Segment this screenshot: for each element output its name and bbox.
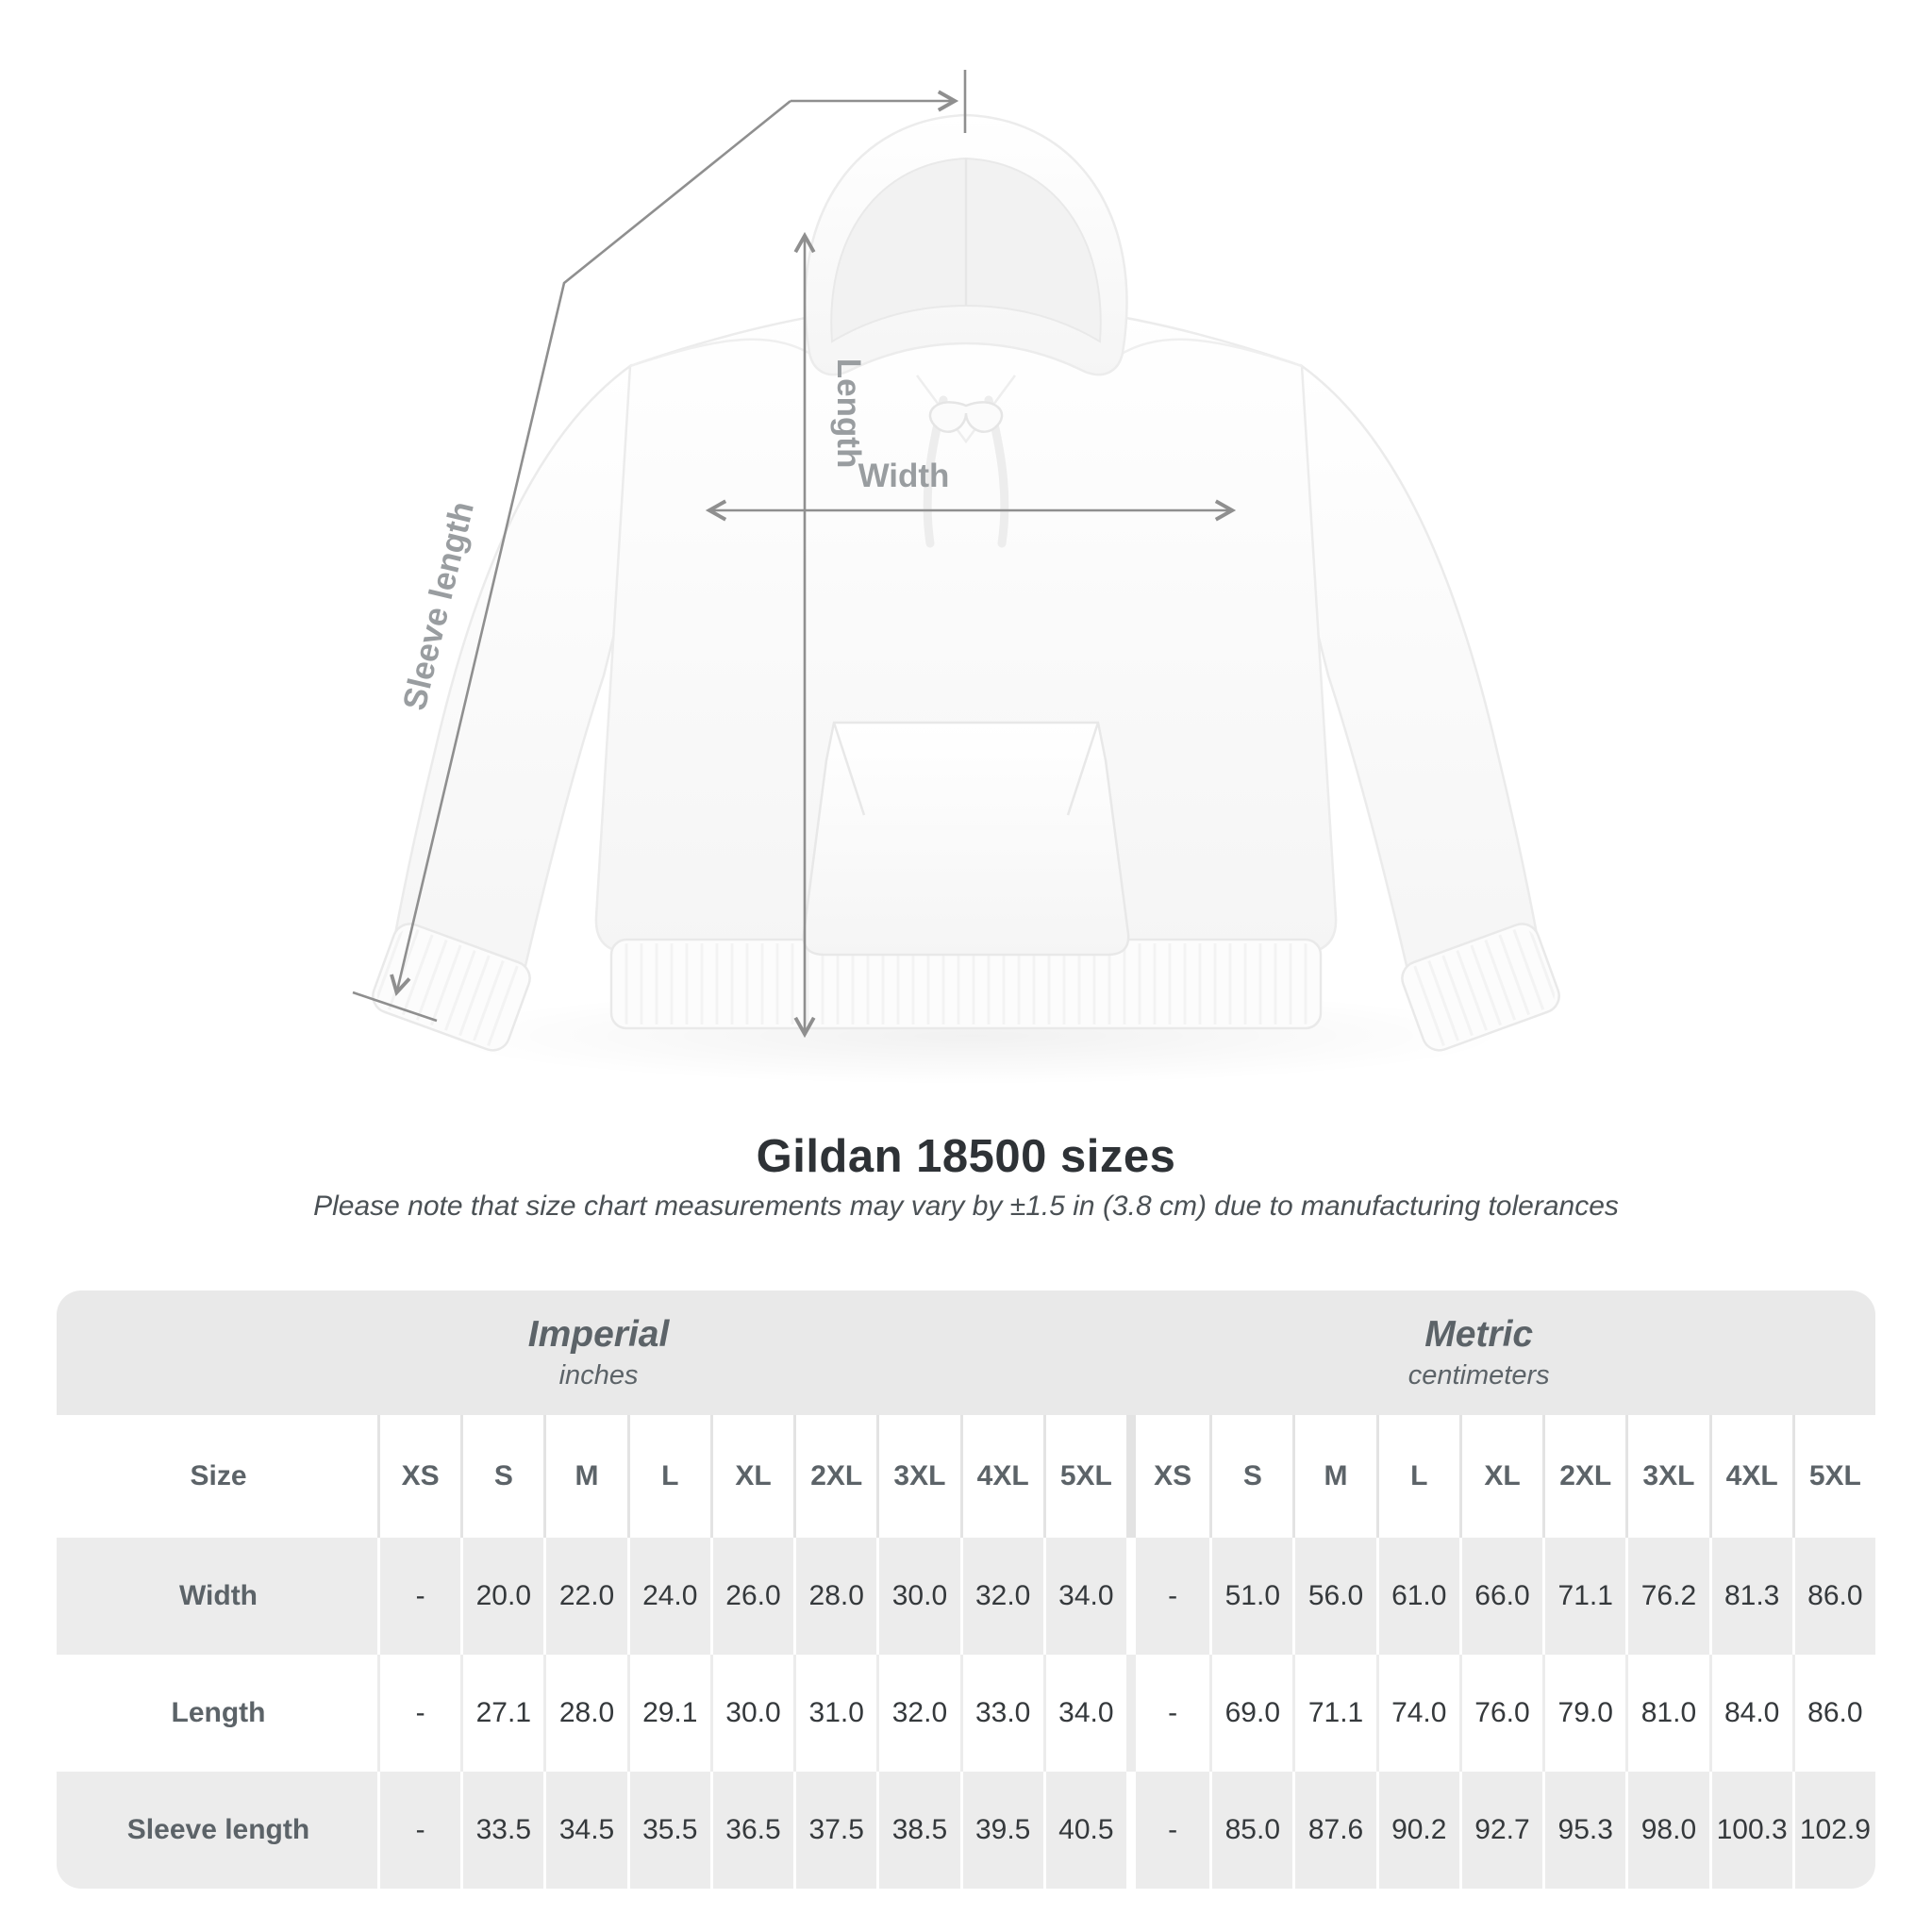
cell-metric: 76.2 [1625, 1538, 1708, 1655]
cell-imperial: 20.0 [460, 1538, 543, 1655]
imperial-group-header: Imperial inches [528, 1314, 670, 1391]
width-label: Width [858, 458, 950, 494]
page-title: Gildan 18500 sizes [756, 1131, 1176, 1182]
size-header-imperial-s: S [460, 1415, 543, 1538]
length-label: Length [830, 358, 867, 469]
cell-metric: 66.0 [1458, 1538, 1542, 1655]
cell-imperial: 30.0 [876, 1538, 959, 1655]
cell-metric: 86.0 [1791, 1655, 1875, 1772]
cell-metric: 79.0 [1542, 1655, 1625, 1772]
cell-imperial: 22.0 [543, 1538, 626, 1655]
cell-metric: 71.1 [1542, 1538, 1625, 1655]
cell-metric: 74.0 [1375, 1655, 1459, 1772]
cell-metric: 71.1 [1292, 1655, 1375, 1772]
size-header-imperial-2xl: 2XL [793, 1415, 876, 1538]
size-header-metric-5xl: 5XL [1791, 1415, 1875, 1538]
size-header-metric-3xl: 3XL [1625, 1415, 1708, 1538]
cell-imperial: 39.5 [959, 1772, 1043, 1889]
cell-imperial: 26.0 [709, 1538, 793, 1655]
metric-group-name: Metric [1424, 1314, 1534, 1356]
size-header-imperial-xl: XL [709, 1415, 793, 1538]
cell-imperial: 24.0 [626, 1538, 710, 1655]
cell-imperial: 37.5 [793, 1772, 876, 1889]
size-header-metric-4xl: 4XL [1708, 1415, 1792, 1538]
tolerance-note: Please note that size chart measurements… [313, 1191, 1619, 1222]
size-header-imperial-xs: XS [377, 1415, 460, 1538]
metric-group-header: Metric centimeters [1408, 1314, 1550, 1391]
cell-metric: 95.3 [1542, 1772, 1625, 1889]
row-label: Sleeve length [126, 1814, 310, 1845]
cell-imperial: - [377, 1772, 460, 1889]
row-label: Length [171, 1697, 266, 1728]
size-header-metric-xl: XL [1458, 1415, 1542, 1538]
cell-metric: 90.2 [1375, 1772, 1459, 1889]
size-header-metric-xs: XS [1125, 1415, 1209, 1538]
hoodie-size-diagram: Sleeve length Length Width [352, 70, 1560, 1085]
metric-group-unit: centimeters [1407, 1359, 1550, 1391]
size-header-imperial-m: M [543, 1415, 626, 1538]
row-label: Width [178, 1580, 258, 1611]
cell-imperial: 28.0 [793, 1538, 876, 1655]
size-header-metric-l: L [1375, 1415, 1459, 1538]
cell-metric: - [1125, 1655, 1209, 1772]
unit-header-band: Imperial inches Metric centimeters [57, 1291, 1875, 1415]
cell-imperial: 36.5 [709, 1772, 793, 1889]
cell-imperial: 27.1 [460, 1655, 543, 1772]
cell-metric: 86.0 [1791, 1538, 1875, 1655]
cell-imperial: 33.5 [460, 1772, 543, 1889]
cell-imperial: 38.5 [876, 1772, 959, 1889]
table-row-sleeve-length: Sleeve length -33.5 34.5 35.5 36.5 37.5 38.5 39… [57, 1772, 1875, 1889]
cell-imperial: 34.5 [543, 1772, 626, 1889]
cell-imperial: 33.0 [959, 1655, 1043, 1772]
cell-metric: 56.0 [1292, 1538, 1375, 1655]
cell-imperial: 40.5 [1042, 1772, 1126, 1889]
cell-metric: 92.7 [1458, 1772, 1542, 1889]
imperial-group-unit: inches [558, 1359, 639, 1391]
size-header-imperial-4xl: 4XL [959, 1415, 1043, 1538]
size-column-header: Size [190, 1460, 247, 1491]
cell-metric: - [1125, 1538, 1209, 1655]
cell-imperial: 35.5 [626, 1772, 710, 1889]
cell-metric: 61.0 [1375, 1538, 1459, 1655]
size-header-metric-s: S [1209, 1415, 1292, 1538]
cell-metric: 87.6 [1292, 1772, 1375, 1889]
cell-metric: 76.0 [1458, 1655, 1542, 1772]
cell-imperial: 29.1 [626, 1655, 710, 1772]
cell-metric: 102.9 [1791, 1772, 1875, 1889]
cell-imperial: - [377, 1538, 460, 1655]
cell-imperial: 34.0 [1042, 1538, 1126, 1655]
size-header-imperial-l: L [626, 1415, 710, 1538]
size-header-metric-2xl: 2XL [1542, 1415, 1625, 1538]
cell-imperial: 30.0 [709, 1655, 793, 1772]
table-row-width: Width -20.0 22.0 24.0 26.0 28.0 30.0 32.0 34.0-5… [57, 1538, 1875, 1655]
cell-metric: 81.3 [1708, 1538, 1792, 1655]
cell-metric: - [1125, 1772, 1209, 1889]
table-row-length: Length -27.1 28.0 29.1 30.0 31.0 32.0 33.0 34.0-… [57, 1655, 1875, 1772]
cell-metric: 85.0 [1209, 1772, 1292, 1889]
cell-imperial: 32.0 [959, 1538, 1043, 1655]
imperial-group-name: Imperial [527, 1314, 670, 1356]
cell-metric: 84.0 [1708, 1655, 1792, 1772]
cell-imperial: - [377, 1655, 460, 1772]
cell-metric: 98.0 [1625, 1772, 1708, 1889]
size-table: Imperial inches Metric centimeters Size X… [57, 1291, 1875, 1889]
cell-metric: 69.0 [1209, 1655, 1292, 1772]
cell-imperial: 28.0 [543, 1655, 626, 1772]
cell-imperial: 31.0 [793, 1655, 876, 1772]
cell-metric: 51.0 [1209, 1538, 1292, 1655]
size-header-imperial-3xl: 3XL [876, 1415, 959, 1538]
table-rows: Width -20.0 22.0 24.0 26.0 28.0 30.0 32.0 34.0-5… [57, 1538, 1875, 1889]
sleeve-length-arrow [352, 70, 967, 1023]
cell-metric: 81.0 [1625, 1655, 1708, 1772]
cell-imperial: 34.0 [1042, 1655, 1126, 1772]
cell-imperial: 32.0 [876, 1655, 959, 1772]
hoodie-illustration [372, 113, 1560, 1085]
size-header-metric-m: M [1292, 1415, 1375, 1538]
cell-metric: 100.3 [1708, 1772, 1792, 1889]
size-header-row: Size XS S M L XL 2XL 3XL 4XL 5XL XS S M L XL 2XL 3XL 4XL 5… [57, 1415, 1875, 1538]
size-header-imperial-5xl: 5XL [1042, 1415, 1126, 1538]
